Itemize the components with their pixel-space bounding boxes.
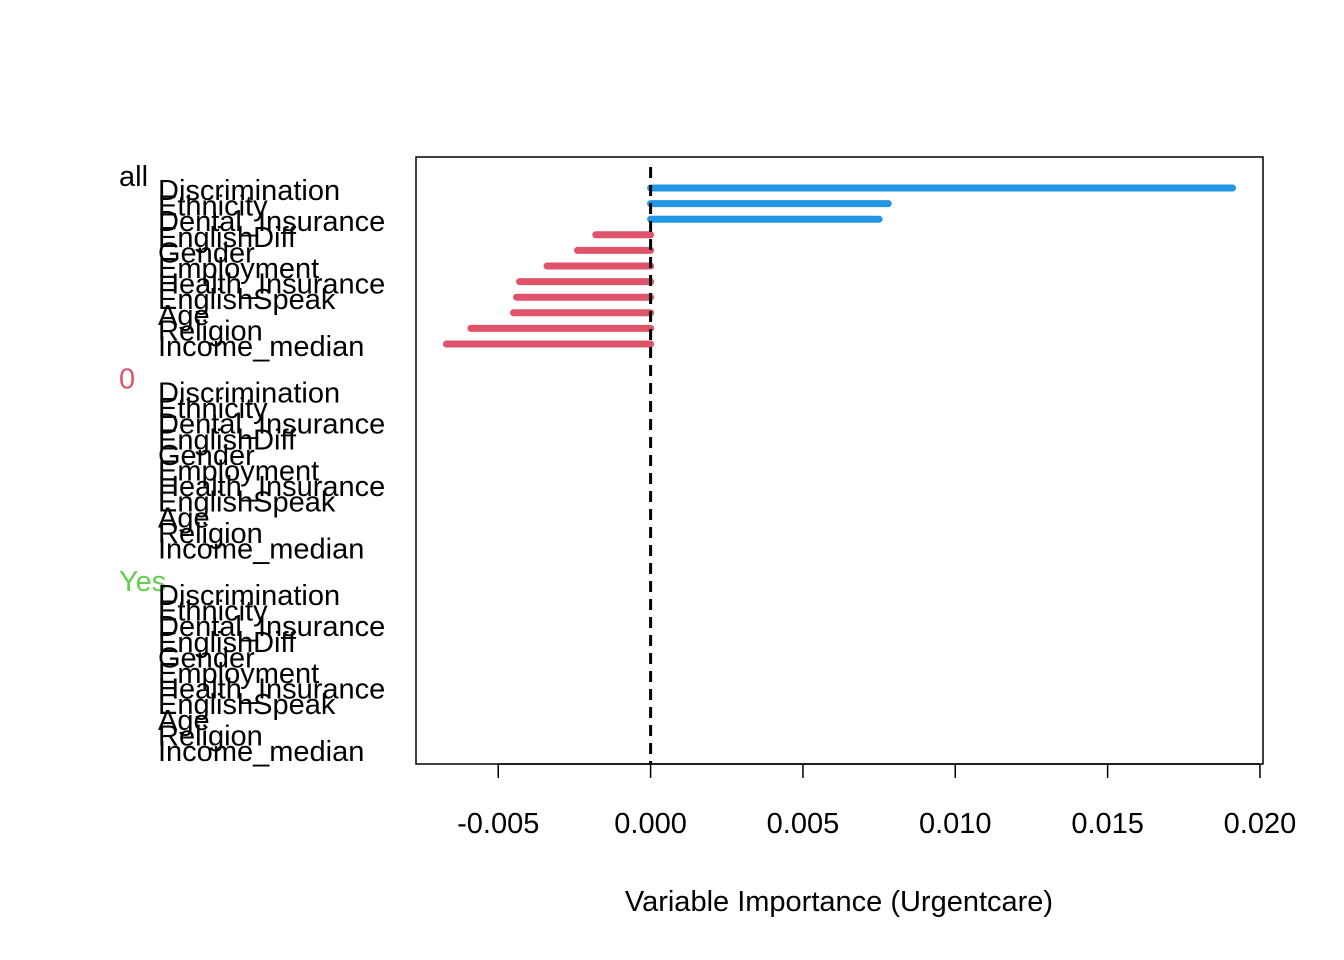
x-axis: -0.005 0.000 0.005 0.010 0.015 0.020: [457, 763, 1297, 840]
plot-frame: [415, 156, 1264, 765]
variable-label-yes-income-median: Income_median: [158, 736, 364, 768]
variable-label-0-gender: Gender: [158, 440, 255, 472]
x-tick-label-5: 0.020: [1224, 808, 1297, 840]
variable-label-yes-age: Age: [158, 705, 210, 737]
variable-label-yes-englishdiff: EnglishDiff: [158, 627, 297, 659]
variable-label-all-gender: Gender: [158, 237, 255, 269]
variable-label-0-ethnicity: Ethnicity: [158, 393, 268, 425]
variable-label-all-discrimination: Discrimination: [158, 175, 340, 207]
labels-layer: all DiscriminationEthnicityDental_Insuran…: [119, 161, 385, 768]
x-tick-label-3: 0.010: [919, 808, 992, 840]
x-axis-title: Variable Importance (Urgentcare): [625, 886, 1053, 918]
variable-label-0-englishspeak: EnglishSpeak: [158, 487, 336, 519]
variable-label-all-englishdiff: EnglishDiff: [158, 222, 297, 254]
variable-label-yes-gender: Gender: [158, 642, 255, 674]
variable-label-all-ethnicity: Ethnicity: [158, 191, 268, 223]
variable-label-yes-employment: Employment: [158, 658, 319, 690]
variable-label-0-employment: Employment: [158, 456, 319, 488]
variable-label-yes-religion: Religion: [158, 720, 263, 752]
variable-label-0-income-median: Income_median: [158, 534, 364, 566]
variable-label-yes-englishspeak: EnglishSpeak: [158, 689, 336, 721]
variable-label-0-dental-insurance: Dental_Insurance: [158, 409, 385, 441]
bars-layer: [442, 184, 1237, 348]
variable-label-all-health-insurance: Health_Insurance: [158, 269, 385, 301]
variable-label-yes-ethnicity: Ethnicity: [158, 596, 268, 628]
x-tick-label-4: 0.015: [1071, 808, 1144, 840]
variable-label-yes-discrimination: Discrimination: [158, 580, 340, 612]
variable-label-yes-health-insurance: Health_Insurance: [158, 674, 385, 706]
x-tick-label-0: -0.005: [457, 808, 539, 840]
variable-label-all-income-median: Income_median: [158, 331, 364, 363]
group-label-yes: Yes: [119, 566, 166, 598]
variable-label-0-health-insurance: Health_Insurance: [158, 471, 385, 503]
variable-label-all-employment: Employment: [158, 253, 319, 285]
variable-label-0-religion: Religion: [158, 518, 263, 550]
variable-label-all-dental-insurance: Dental_Insurance: [158, 206, 385, 238]
variable-label-all-age: Age: [158, 300, 210, 332]
variable-label-0-englishdiff: EnglishDiff: [158, 424, 297, 456]
variable-label-0-age: Age: [158, 502, 210, 534]
variable-label-yes-dental-insurance: Dental_Insurance: [158, 611, 385, 643]
variable-label-all-religion: Religion: [158, 315, 263, 347]
group-label-all: all: [119, 161, 148, 193]
x-tick-label-2: 0.005: [767, 808, 840, 840]
x-tick-label-1: 0.000: [614, 808, 687, 840]
variable-label-0-discrimination: Discrimination: [158, 378, 340, 410]
group-label-0: 0: [119, 364, 135, 396]
variable-label-all-englishspeak: EnglishSpeak: [158, 284, 336, 316]
